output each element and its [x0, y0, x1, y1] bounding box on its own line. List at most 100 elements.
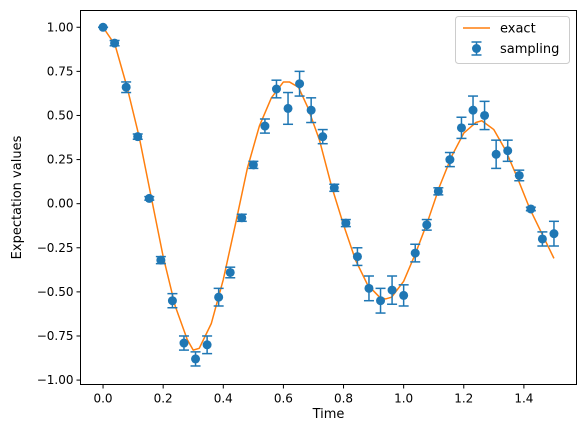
series-exact-line: [102, 26, 555, 351]
x-axis-label: Time: [312, 407, 345, 422]
data-marker: [514, 170, 524, 180]
y-tick-label: 0.50: [47, 108, 74, 122]
sampling-point: [398, 284, 409, 307]
data-marker: [248, 160, 258, 170]
sampling-point: [444, 151, 455, 168]
sampling-point: [548, 220, 559, 247]
sampling-point: [121, 81, 132, 94]
data-marker: [202, 340, 212, 350]
data-marker: [352, 252, 362, 262]
data-marker: [491, 149, 501, 159]
data-marker: [422, 220, 432, 230]
y-axis-label: Expectation values: [10, 135, 25, 259]
data-marker: [167, 296, 177, 306]
sampling-point: [387, 275, 398, 305]
data-marker: [237, 213, 247, 223]
y-tick-label: 0.75: [47, 64, 74, 78]
x-tick-label: 0.8: [334, 392, 353, 406]
data-marker: [133, 132, 143, 142]
sampling-point: [410, 243, 421, 263]
sampling-point: [375, 287, 386, 314]
sampling-point: [167, 292, 178, 309]
sampling-point: [294, 70, 305, 97]
data-marker: [295, 79, 305, 89]
sampling-point: [317, 128, 328, 145]
legend-exact-label: exact: [500, 22, 536, 37]
data-marker: [480, 110, 490, 120]
sampling-point: [155, 255, 166, 265]
axes-frame: [80, 10, 577, 385]
data-marker: [376, 296, 386, 306]
sampling-point: [178, 335, 189, 351]
x-tick-label: 1.0: [394, 392, 413, 406]
plot-area: [98, 22, 559, 367]
data-marker: [456, 123, 466, 133]
sampling-point: [190, 351, 201, 367]
x-tick-label: 0.2: [154, 392, 173, 406]
data-marker: [549, 229, 559, 239]
data-marker: [526, 204, 536, 214]
sampling-point: [213, 287, 224, 307]
data-marker: [318, 132, 328, 142]
data-marker: [110, 38, 120, 48]
data-marker: [283, 103, 293, 113]
data-marker: [399, 290, 409, 300]
data-marker: [260, 121, 270, 131]
sampling-point: [537, 231, 548, 247]
data-marker: [225, 267, 235, 277]
data-marker: [271, 84, 281, 94]
data-marker: [537, 234, 547, 244]
sampling-point: [468, 95, 479, 126]
x-tick-label: 0.6: [274, 392, 293, 406]
sampling-point: [306, 97, 317, 124]
data-marker: [156, 255, 166, 265]
sampling-point: [283, 91, 294, 126]
y-tick-label: −1.00: [37, 373, 74, 387]
sampling-point: [433, 186, 444, 196]
y-tick-label: 0.00: [47, 197, 74, 211]
sampling-point: [456, 116, 467, 140]
sampling-point: [202, 335, 213, 355]
sampling-point: [352, 247, 363, 267]
data-marker: [341, 218, 351, 228]
legend-sampling-swatch: [471, 41, 482, 56]
data-marker: [445, 155, 455, 165]
sampling-point: [421, 218, 432, 231]
data-marker: [503, 146, 513, 156]
sampling-point: [479, 100, 490, 131]
data-marker: [364, 283, 374, 293]
sampling-point: [514, 169, 525, 182]
data-marker: [179, 338, 189, 348]
y-tick-label: 1.00: [47, 20, 74, 34]
data-marker: [468, 105, 478, 115]
sampling-point: [525, 204, 536, 214]
data-marker: [121, 82, 131, 92]
sampling-point: [340, 218, 351, 228]
data-marker: [214, 292, 224, 302]
x-tick-label: 1.4: [514, 392, 533, 406]
sampling-point: [502, 139, 513, 163]
x-tick-label: 1.2: [454, 392, 473, 406]
sampling-point: [225, 266, 236, 279]
y-tick-label: −0.50: [37, 285, 74, 299]
sampling-point: [98, 22, 109, 32]
sampling-point: [109, 38, 120, 48]
sampling-point: [236, 213, 247, 223]
data-marker: [433, 186, 443, 196]
data-marker: [191, 354, 201, 364]
x-tick-label: 0.0: [93, 392, 112, 406]
sampling-point: [144, 193, 155, 203]
y-tick-label: 0.25: [47, 153, 74, 167]
legend: exact sampling: [455, 16, 570, 64]
sampling-point: [132, 132, 143, 142]
data-marker: [410, 248, 420, 258]
legend-sampling-label: sampling: [500, 42, 559, 57]
y-axis-ticks: −1.00 −0.75 −0.50 −0.25 0.00 0.25 0.50 0.75 1.00: [37, 20, 81, 387]
data-marker: [144, 193, 154, 203]
sampling-point: [259, 118, 270, 134]
sampling-point: [248, 160, 259, 170]
y-tick-label: −0.25: [37, 241, 74, 255]
data-marker: [98, 22, 108, 32]
